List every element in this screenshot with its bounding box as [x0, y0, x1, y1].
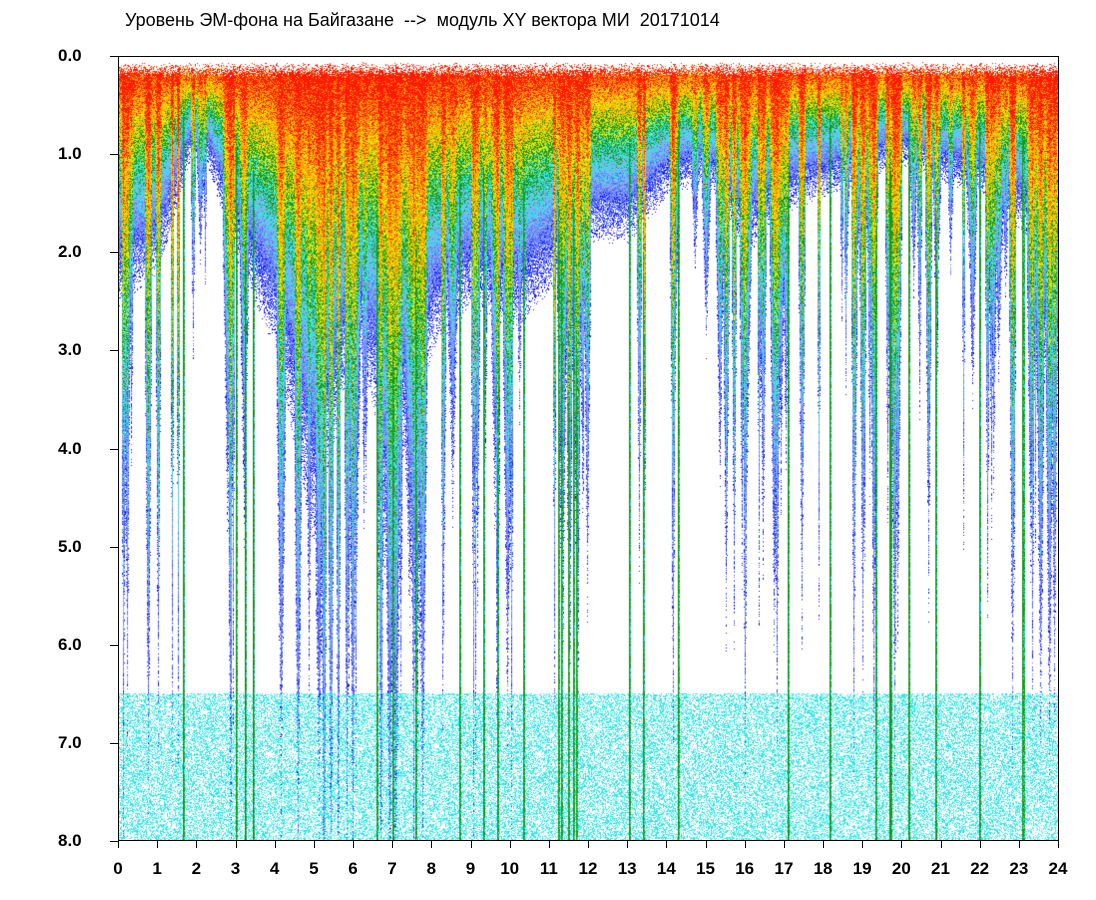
- x-tick-mark: [901, 841, 903, 848]
- chart-title: Уровень ЭМ-фона на Байгазане --> модуль …: [125, 10, 720, 30]
- x-tick-label: 11: [539, 859, 558, 878]
- x-tick-mark: [744, 841, 746, 848]
- plot-area: [118, 56, 1059, 841]
- y-tick-mark: [110, 644, 118, 646]
- y-tick-mark: [110, 448, 118, 450]
- x-tick-label: 3: [230, 859, 241, 878]
- y-tick-mark: [110, 350, 118, 352]
- y-tick-label: 0.0: [58, 46, 82, 65]
- x-tick-label: 8: [426, 859, 437, 878]
- x-tick-label: 22: [970, 859, 990, 878]
- x-tick-mark: [157, 841, 159, 848]
- x-tick-mark: [196, 841, 198, 848]
- heatmap-canvas: [119, 57, 1058, 840]
- y-tick-label: 5.0: [58, 536, 82, 556]
- x-tick-mark: [862, 841, 864, 848]
- x-tick-label: 0: [113, 859, 123, 878]
- x-tick-mark: [1018, 841, 1020, 848]
- x-tick-mark: [627, 841, 629, 848]
- x-tick-label: 14: [656, 859, 676, 878]
- y-tick-label: 6.0: [58, 634, 82, 654]
- x-tick-label: 12: [578, 859, 598, 878]
- x-tick-label: 2: [191, 859, 202, 878]
- x-tick-label: 1: [152, 859, 162, 878]
- y-tick-label: 1.0: [58, 144, 82, 164]
- y-tick-label: 7.0: [58, 732, 82, 752]
- y-tick-label: 2.0: [58, 242, 82, 262]
- x-tick-mark: [588, 841, 589, 848]
- y-tick-mark: [110, 154, 118, 156]
- x-tick-label: 16: [735, 859, 755, 878]
- y-tick-mark: [110, 56, 118, 57]
- x-tick-mark: [548, 841, 550, 848]
- x-tick-mark: [235, 841, 237, 848]
- y-tick-label: 4.0: [58, 438, 82, 458]
- x-tick-mark: [118, 841, 119, 848]
- x-tick-mark: [666, 841, 668, 848]
- x-tick-label: 20: [891, 859, 911, 878]
- x-tick-label: 23: [1009, 859, 1029, 878]
- x-tick-mark: [940, 841, 942, 848]
- x-tick-label: 24: [1048, 859, 1068, 878]
- x-tick-mark: [470, 841, 472, 848]
- x-tick-mark: [1058, 841, 1059, 848]
- x-tick-label: 10: [500, 859, 520, 878]
- x-tick-mark: [313, 841, 315, 848]
- y-tick-mark: [110, 546, 118, 548]
- x-tick-label: 13: [617, 859, 637, 878]
- x-tick-mark: [823, 841, 824, 848]
- x-tick-label: 21: [931, 859, 950, 878]
- x-tick-mark: [783, 841, 785, 848]
- x-tick-mark: [353, 841, 354, 848]
- y-tick-label: 3.0: [58, 340, 82, 360]
- x-tick-label: 9: [465, 859, 476, 878]
- x-tick-label: 17: [774, 859, 794, 878]
- x-tick-mark: [509, 841, 511, 848]
- y-tick-label: 8.0: [58, 831, 82, 850]
- x-tick-mark: [431, 841, 433, 848]
- x-tick-label: 19: [852, 859, 872, 878]
- y-tick-mark: [110, 841, 118, 842]
- x-tick-mark: [979, 841, 981, 848]
- y-tick-mark: [110, 252, 118, 254]
- x-tick-mark: [705, 841, 707, 848]
- x-tick-label: 15: [696, 859, 715, 878]
- x-tick-mark: [274, 841, 276, 848]
- y-tick-mark: [110, 742, 118, 744]
- x-tick-label: 6: [348, 859, 358, 878]
- x-tick-label: 4: [269, 859, 280, 878]
- x-tick-mark: [392, 841, 394, 848]
- x-tick-label: 18: [813, 859, 833, 878]
- x-tick-label: 7: [387, 859, 397, 878]
- x-tick-label: 5: [309, 859, 319, 878]
